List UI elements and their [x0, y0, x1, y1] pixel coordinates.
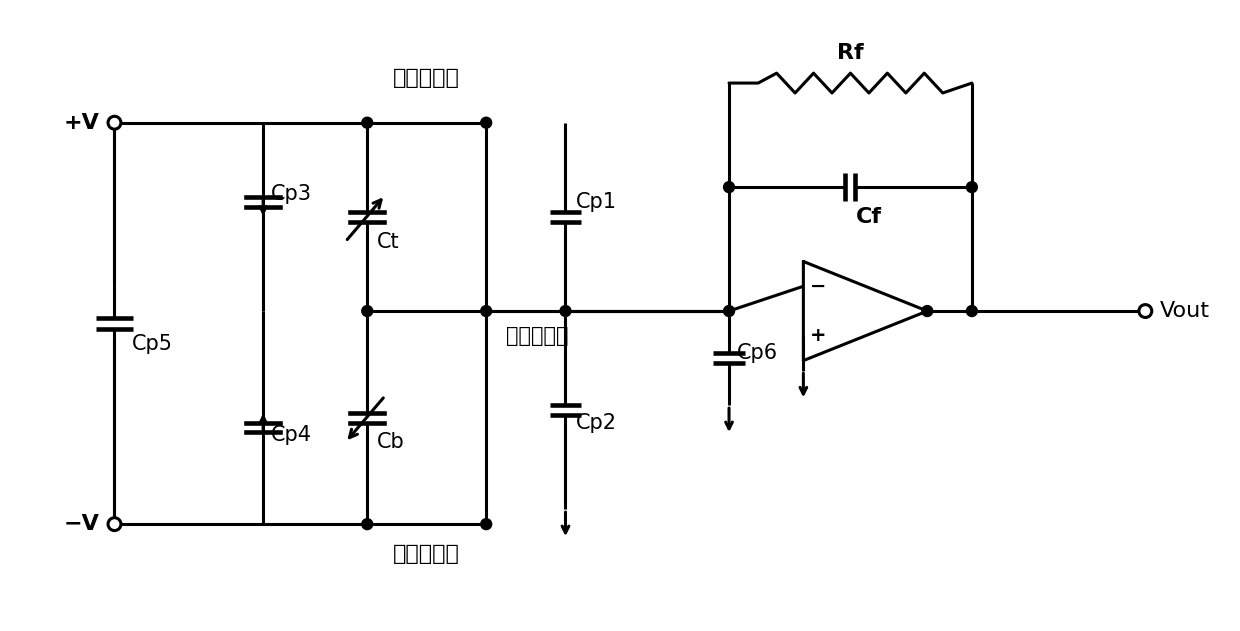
Text: +V: +V — [63, 113, 99, 133]
Circle shape — [966, 182, 977, 192]
Text: Cp4: Cp4 — [272, 425, 312, 445]
Circle shape — [481, 305, 491, 317]
Text: Cp1: Cp1 — [575, 192, 616, 212]
Circle shape — [481, 519, 491, 529]
Circle shape — [362, 117, 373, 128]
Circle shape — [108, 517, 122, 531]
Circle shape — [108, 116, 122, 129]
Text: −: − — [810, 277, 826, 296]
Text: Cp3: Cp3 — [272, 184, 312, 204]
Circle shape — [966, 305, 977, 317]
Circle shape — [724, 182, 734, 192]
Text: Cb: Cb — [377, 432, 405, 452]
Text: Cp6: Cp6 — [737, 343, 777, 363]
Text: Cf: Cf — [856, 207, 882, 227]
Text: Rf: Rf — [837, 44, 864, 63]
Circle shape — [724, 305, 734, 317]
Circle shape — [1138, 305, 1152, 317]
Text: Cp2: Cp2 — [575, 413, 616, 432]
Text: +: + — [810, 326, 827, 345]
Text: Vout: Vout — [1161, 301, 1210, 321]
Circle shape — [560, 305, 570, 317]
Circle shape — [481, 117, 491, 128]
Circle shape — [109, 117, 120, 128]
Text: Cp5: Cp5 — [133, 334, 174, 353]
Circle shape — [921, 305, 932, 317]
Circle shape — [362, 305, 373, 317]
Circle shape — [362, 519, 373, 529]
Circle shape — [109, 519, 120, 529]
Text: 上固定极板: 上固定极板 — [393, 68, 460, 88]
Text: −V: −V — [63, 514, 99, 534]
Text: Ct: Ct — [377, 232, 399, 252]
Text: 下固定极板: 下固定极板 — [393, 544, 460, 564]
Text: 可动质量快: 可动质量快 — [506, 326, 568, 346]
